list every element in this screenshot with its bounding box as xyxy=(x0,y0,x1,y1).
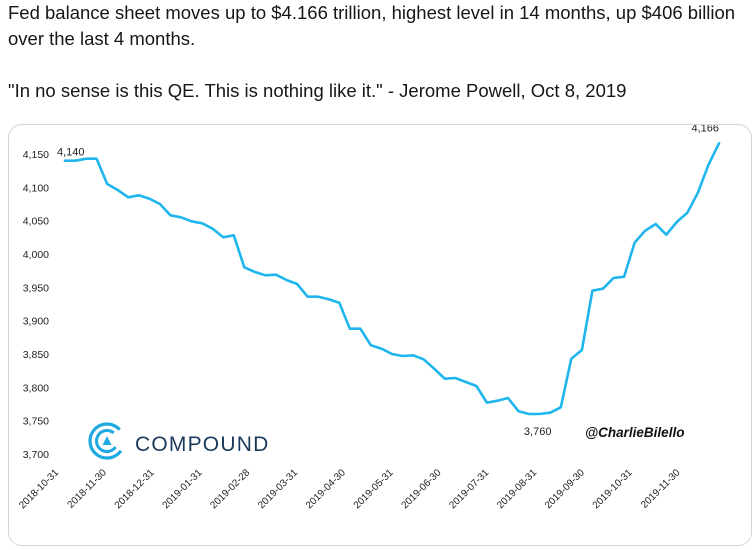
logo-inner-ring-icon xyxy=(95,429,119,453)
tweet-line-1: Fed balance sheet moves up to $4.166 tri… xyxy=(8,2,736,49)
handle-label: @CharlieBilello xyxy=(585,425,684,440)
y-tick-label: 3,750 xyxy=(23,416,49,428)
series-group xyxy=(63,142,721,416)
data-label: 3,760 xyxy=(524,426,552,438)
x-tick-label: 2019-04-30 xyxy=(304,467,348,511)
y-tick-label: 3,850 xyxy=(23,349,49,361)
y-tick-label: 3,700 xyxy=(23,449,49,461)
x-tick-label: 2019-06-30 xyxy=(400,467,444,511)
y-tick-label: 4,150 xyxy=(23,149,49,161)
x-tick-label: 2018-10-31 xyxy=(17,467,61,511)
annotations: 4,140 3,760 4,166 xyxy=(57,125,719,438)
chart-card[interactable]: 3,700 3,750 3,800 3,850 3,900 3,950 4,000 4,050… xyxy=(8,124,752,546)
series-line xyxy=(63,142,721,416)
y-axis: 3,700 3,750 3,800 3,850 3,900 3,950 4,000 4,050… xyxy=(23,149,49,461)
x-tick-label: 2019-01-31 xyxy=(161,467,205,511)
y-tick-label: 3,900 xyxy=(23,316,49,328)
tweet-quote: "In no sense is this QE. This is nothing… xyxy=(8,80,627,101)
tweet-text: Fed balance sheet moves up to $4.166 tri… xyxy=(8,0,748,104)
x-tick-label: 2019-05-31 xyxy=(352,467,396,511)
compound-logo: COMPOUND xyxy=(88,422,269,460)
x-tick-label: 2019-03-31 xyxy=(256,467,300,511)
data-label: 4,140 xyxy=(57,147,85,159)
x-tick-label: 2019-11-30 xyxy=(639,467,683,511)
logo-triangle-icon xyxy=(102,436,112,445)
chart-svg: 3,700 3,750 3,800 3,850 3,900 3,950 4,000 4,050… xyxy=(17,125,721,511)
x-tick-label: 2019-02-28 xyxy=(208,467,252,511)
y-tick-label: 4,050 xyxy=(23,216,49,228)
data-label: 4,166 xyxy=(691,125,719,134)
x-tick-label: 2018-12-31 xyxy=(113,467,157,511)
logo-text: COMPOUND xyxy=(135,433,269,456)
x-tick-label: 2019-10-31 xyxy=(591,467,635,511)
x-tick-label: 2018-11-30 xyxy=(65,467,109,511)
x-axis: 2018-10-31 2018-11-30 2018-12-31 2019-01-31… xyxy=(17,467,683,511)
y-tick-label: 4,100 xyxy=(23,182,49,194)
x-tick-label: 2019-08-31 xyxy=(495,467,539,511)
y-tick-label: 3,950 xyxy=(23,282,49,294)
x-tick-label: 2019-09-30 xyxy=(543,467,587,511)
x-tick-label: 2019-07-31 xyxy=(447,467,491,511)
y-tick-label: 4,000 xyxy=(23,249,49,261)
y-tick-label: 3,800 xyxy=(23,382,49,394)
